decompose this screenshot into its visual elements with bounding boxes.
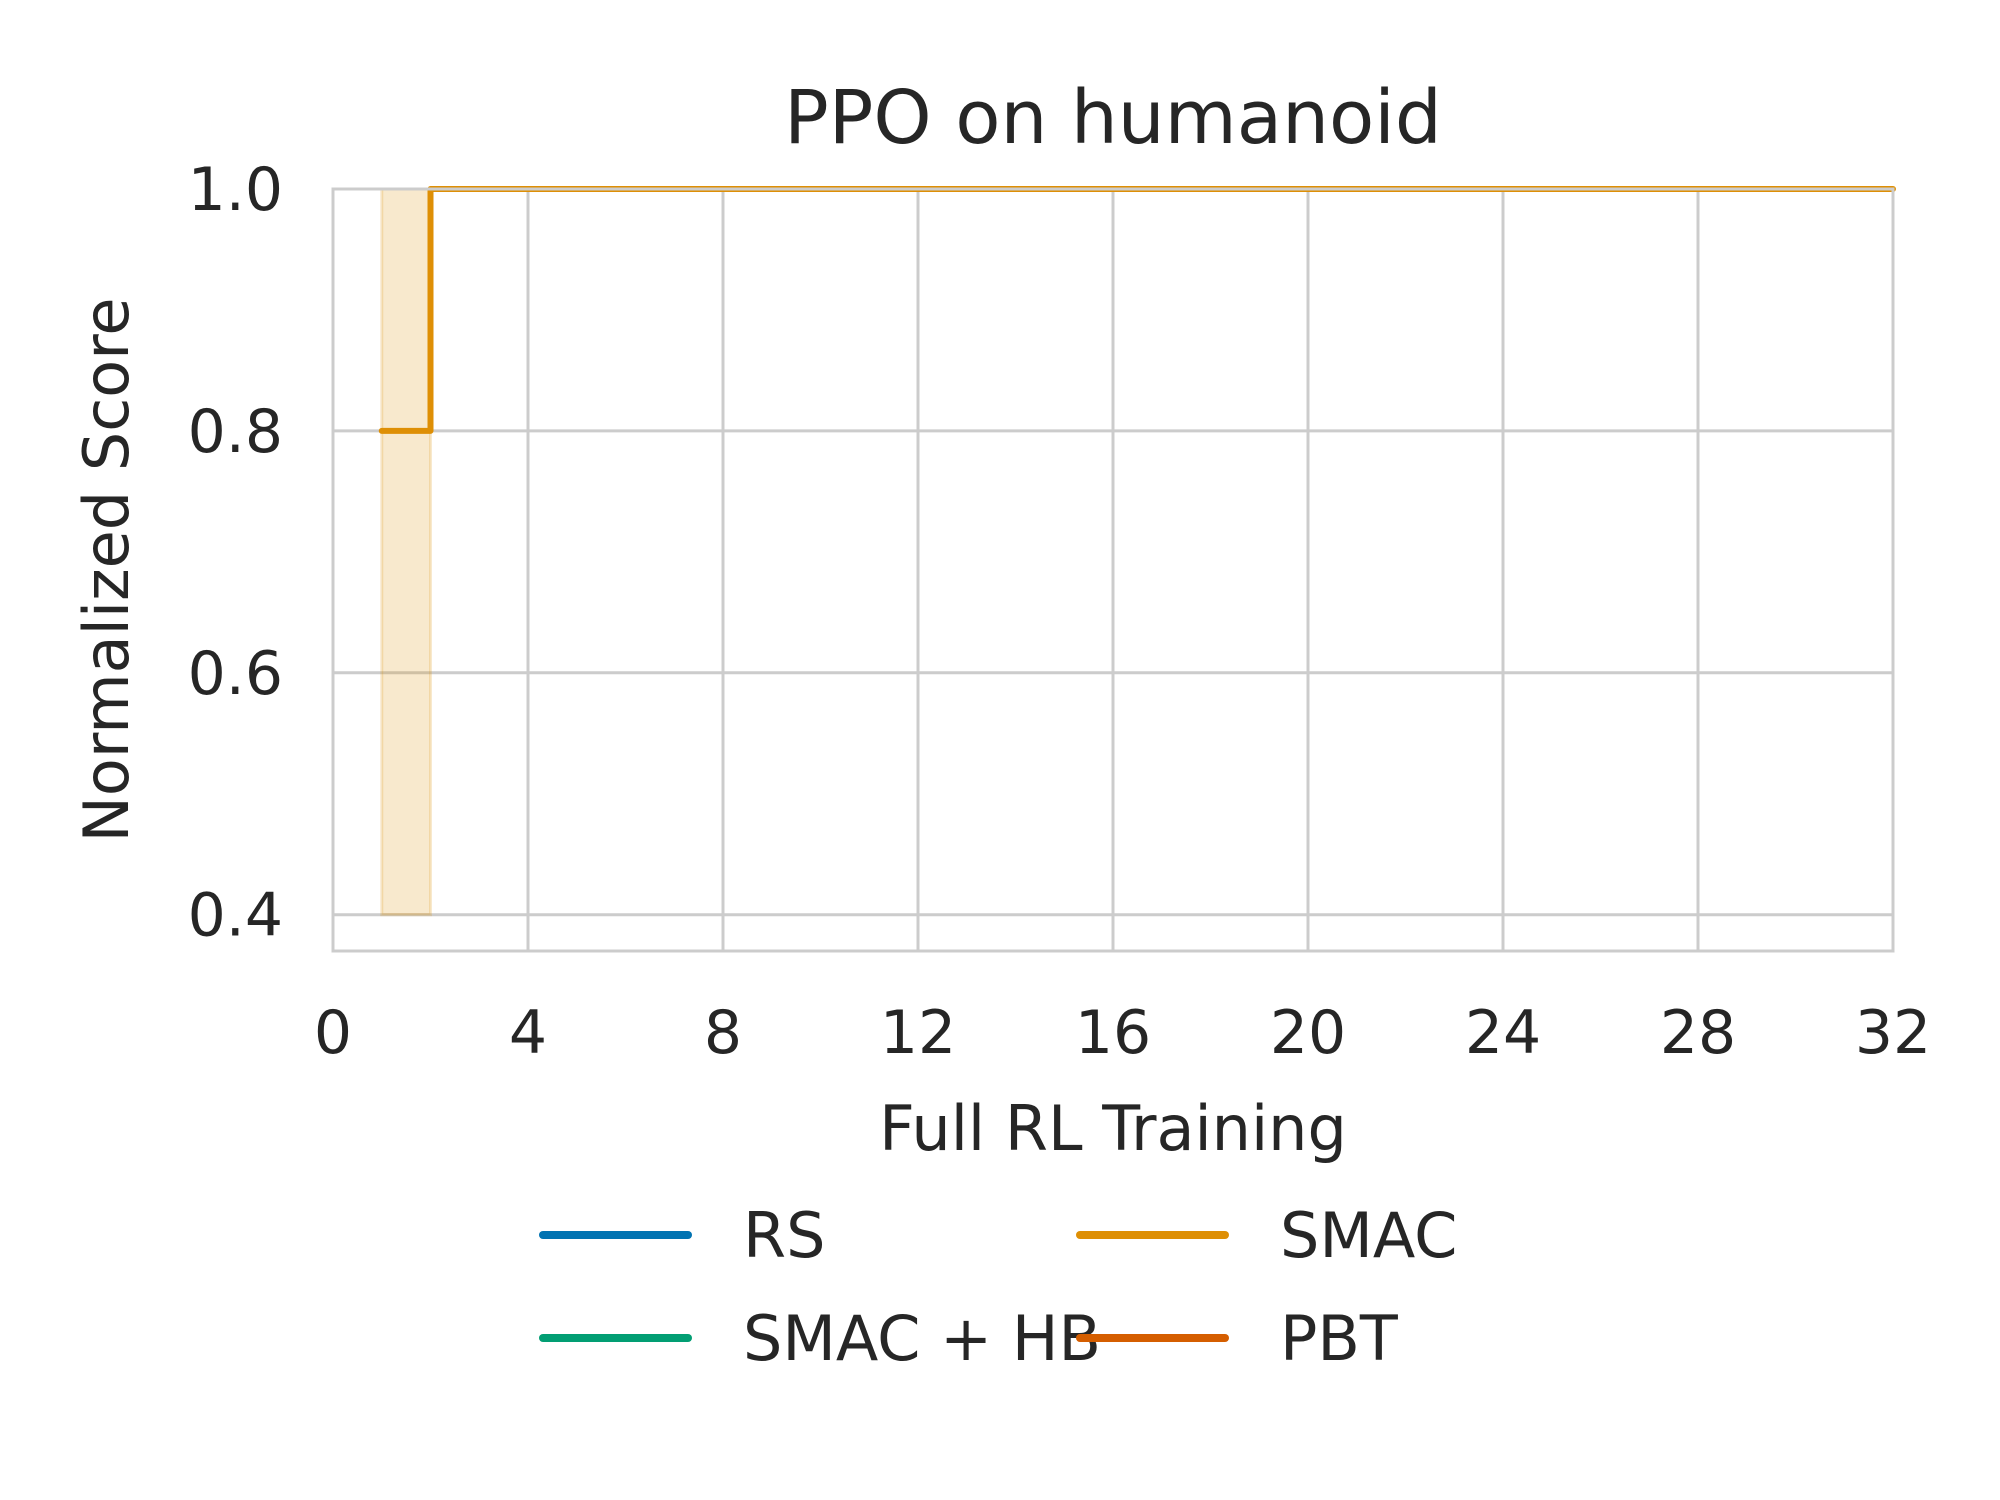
smac-confidence-band [380,187,432,917]
grid [331,187,1895,951]
x-tick-label: 12 [880,998,956,1068]
x-tick-label: 0 [314,998,352,1068]
y-tick-label: 1.0 [188,155,283,225]
x-axis-label: Full RL Training [879,1092,1347,1165]
legend-label-rs: RS [743,1199,825,1272]
y-tick-label: 0.6 [188,639,283,709]
y-tick-label: 0.4 [188,881,283,951]
series-line-smac [378,186,1896,434]
x-tick-label: 32 [1855,998,1931,1068]
legend-label-pbt: PBT [1280,1302,1399,1375]
x-tick-label: 4 [509,998,547,1068]
x-tick-label: 20 [1270,998,1346,1068]
x-tick-label: 24 [1465,998,1541,1068]
y-tick-labels: 0.4 0.6 0.8 1.0 [188,155,283,951]
chart-title: PPO on humanoid [784,75,1442,161]
legend-label-smac: SMAC [1280,1199,1457,1272]
y-axis-label: Normalized Score [70,298,143,843]
confidence-bands [380,187,432,917]
x-tick-label: 28 [1660,998,1736,1068]
plot-frame [331,187,1895,953]
x-tick-label: 8 [704,998,742,1068]
x-tick-label: 16 [1075,998,1151,1068]
legend-label-smac-hb: SMAC + HB [743,1302,1101,1375]
y-tick-label: 0.8 [188,397,283,467]
legend: RS SMAC SMAC + HB PBT [539,1199,1457,1375]
x-tick-labels: 0 4 8 12 16 20 24 28 32 [314,998,1931,1068]
